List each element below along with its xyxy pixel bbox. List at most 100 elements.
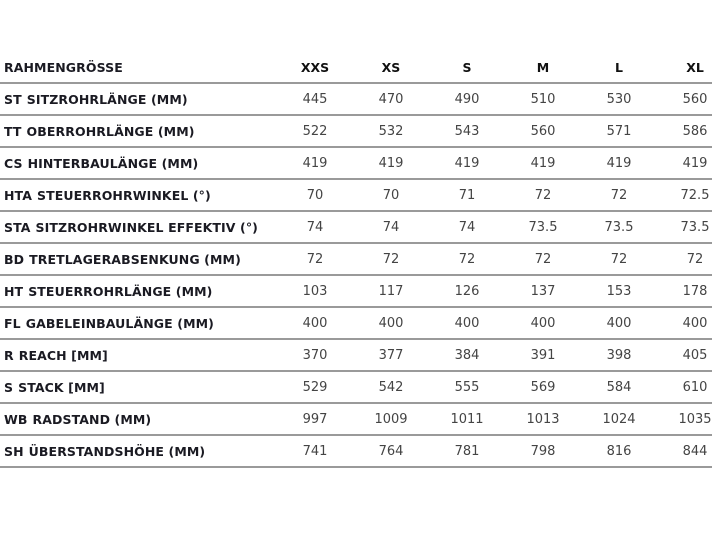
table-cell: 844 [682, 444, 708, 459]
row-name: HINTERBAULÄNGE (MM) [27, 156, 199, 171]
table-cell: 571 [606, 124, 632, 139]
row-label: R REACH [MM] [4, 348, 108, 363]
table-row: TT OBERROHRLÄNGE (MM) 522 532 543 560 571 586 [0, 116, 712, 148]
table-cell: 73.5 [604, 220, 634, 235]
row-name: SITZROHRLÄNGE (MM) [26, 92, 188, 107]
table-cell: 72 [686, 252, 704, 267]
row-label: BD TRETLAGERABSENKUNG (MM) [4, 252, 241, 267]
row-code: HTA [4, 188, 32, 203]
table-cell: 405 [682, 348, 708, 363]
table-cell: 178 [682, 284, 708, 299]
row-name: OBERROHRLÄNGE (MM) [26, 124, 195, 139]
row-label: FL GABELEINBAULÄNGE (MM) [4, 316, 214, 331]
table-cell: 70 [382, 188, 400, 203]
table-cell: 419 [454, 156, 480, 171]
table-row: SH ÜBERSTANDSHÖHE (MM) 741 764 781 798 816 844 [0, 436, 712, 468]
table-cell: 74 [306, 220, 324, 235]
row-code: FL [4, 316, 21, 331]
row-name: STACK [MM] [18, 380, 105, 395]
row-code: R [4, 348, 14, 363]
table-row: WB RADSTAND (MM) 997 1009 1011 1013 1024 1035 [0, 404, 712, 436]
row-name: STEUERROHRLÄNGE (MM) [28, 284, 213, 299]
header-row: RAHMENGRÖSSE XXS XS S M L XL [0, 52, 712, 84]
table-cell: 400 [378, 316, 404, 331]
row-label: SH ÜBERSTANDSHÖHE (MM) [4, 444, 205, 459]
table-cell: 400 [530, 316, 556, 331]
table-cell: 529 [302, 380, 328, 395]
table-cell: 72 [610, 252, 628, 267]
row-code: CS [4, 156, 23, 171]
table-cell: 584 [606, 380, 632, 395]
table-cell: 400 [302, 316, 328, 331]
row-code: SH [4, 444, 24, 459]
table-cell: 117 [378, 284, 404, 299]
table-cell: 560 [530, 124, 556, 139]
table-cell: 72 [458, 252, 476, 267]
table-cell: 72 [534, 252, 552, 267]
row-code: STA [4, 220, 31, 235]
table-cell: 72 [610, 188, 628, 203]
row-code: HT [4, 284, 24, 299]
table-cell: 137 [530, 284, 556, 299]
table-cell: 419 [606, 156, 632, 171]
row-name: SITZROHRWINKEL EFFEKTIV (°) [35, 220, 258, 235]
table-cell: 419 [530, 156, 556, 171]
table-cell: 73.5 [528, 220, 558, 235]
table-cell: 71 [458, 188, 476, 203]
table-cell: 72 [534, 188, 552, 203]
table-row: R REACH [MM] 370 377 384 391 398 405 [0, 340, 712, 372]
row-label: ST SITZROHRLÄNGE (MM) [4, 92, 188, 107]
table-cell: 1035 [678, 412, 712, 427]
table-cell: 400 [606, 316, 632, 331]
table-cell: 419 [378, 156, 404, 171]
table-cell: 470 [378, 92, 404, 107]
table-cell: 398 [606, 348, 632, 363]
table-cell: 1013 [526, 412, 560, 427]
table-row: FL GABELEINBAULÄNGE (MM) 400 400 400 400 400 40… [0, 308, 712, 340]
table-row: BD TRETLAGERABSENKUNG (MM) 72 72 72 72 72 72 [0, 244, 712, 276]
size-header: XXS [300, 60, 330, 75]
table-cell: 764 [378, 444, 404, 459]
table-cell: 72.5 [680, 188, 710, 203]
row-code: S [4, 380, 14, 395]
table-row: S STACK [MM] 529 542 555 569 584 610 [0, 372, 712, 404]
table-cell: 419 [682, 156, 708, 171]
row-label: WB RADSTAND (MM) [4, 412, 151, 427]
table-cell: 532 [378, 124, 404, 139]
row-label: TT OBERROHRLÄNGE (MM) [4, 124, 195, 139]
row-name: GABELEINBAULÄNGE (MM) [25, 316, 214, 331]
row-label: S STACK [MM] [4, 380, 105, 395]
table-cell: 522 [302, 124, 328, 139]
table-cell: 400 [682, 316, 708, 331]
row-label: CS HINTERBAULÄNGE (MM) [4, 156, 198, 171]
geometry-table: RAHMENGRÖSSE XXS XS S M L XL ST SITZROHRLÄNGE … [0, 52, 712, 468]
table-cell: 543 [454, 124, 480, 139]
table-row: STA SITZROHRWINKEL EFFEKTIV (°) 74 74 74 73.5… [0, 212, 712, 244]
row-name: STEUERROHRWINKEL (°) [37, 188, 211, 203]
row-label: STA SITZROHRWINKEL EFFEKTIV (°) [4, 220, 258, 235]
table-cell: 542 [378, 380, 404, 395]
table-cell: 510 [530, 92, 556, 107]
table-row: ST SITZROHRLÄNGE (MM) 445 470 490 510 530 560 [0, 84, 712, 116]
table-cell: 1009 [374, 412, 408, 427]
table-cell: 400 [454, 316, 480, 331]
table-cell: 72 [306, 252, 324, 267]
table-cell: 560 [682, 92, 708, 107]
table-row: HT STEUERROHRLÄNGE (MM) 103 117 126 137 153 178 [0, 276, 712, 308]
table-cell: 74 [382, 220, 400, 235]
table-cell: 445 [302, 92, 328, 107]
table-cell: 816 [606, 444, 632, 459]
table-row: CS HINTERBAULÄNGE (MM) 419 419 419 419 419 419 [0, 148, 712, 180]
row-name: REACH [MM] [18, 348, 108, 363]
table-cell: 569 [530, 380, 556, 395]
size-header: M [536, 60, 550, 75]
table-cell: 370 [302, 348, 328, 363]
row-code: BD [4, 252, 25, 267]
table-cell: 384 [454, 348, 480, 363]
table-cell: 1011 [450, 412, 484, 427]
row-label: HT STEUERROHRLÄNGE (MM) [4, 284, 212, 299]
size-header: L [615, 60, 623, 75]
table-cell: 377 [378, 348, 404, 363]
header-label: RAHMENGRÖSSE [4, 60, 123, 75]
table-cell: 391 [530, 348, 556, 363]
